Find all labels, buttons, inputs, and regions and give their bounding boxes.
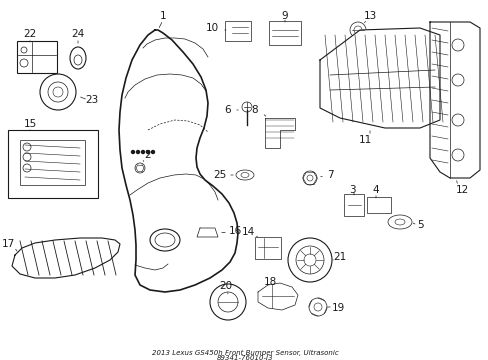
- Text: 17: 17: [1, 239, 15, 249]
- Polygon shape: [264, 118, 294, 148]
- Text: 13: 13: [363, 11, 376, 21]
- Text: 21: 21: [333, 252, 346, 262]
- Text: 1: 1: [160, 11, 166, 21]
- Text: 5: 5: [416, 220, 423, 230]
- Text: 15: 15: [23, 119, 37, 129]
- Polygon shape: [429, 22, 479, 178]
- Text: 23: 23: [85, 95, 99, 105]
- Circle shape: [146, 150, 149, 153]
- Text: 22: 22: [23, 29, 37, 39]
- Text: 6: 6: [224, 105, 231, 115]
- Circle shape: [131, 150, 134, 153]
- Text: 2013 Lexus GS450h Front Bumper Sensor, Ultrasonic: 2013 Lexus GS450h Front Bumper Sensor, U…: [151, 350, 338, 356]
- Polygon shape: [12, 238, 120, 278]
- Text: 16: 16: [228, 226, 241, 236]
- Text: 3: 3: [348, 185, 355, 195]
- Text: 4: 4: [372, 185, 379, 195]
- Text: 89341-76010-J3: 89341-76010-J3: [216, 355, 273, 360]
- Text: 24: 24: [71, 29, 84, 39]
- Text: 9: 9: [281, 11, 288, 21]
- Bar: [8, 130, 98, 198]
- Text: 20: 20: [219, 281, 232, 291]
- Polygon shape: [258, 283, 297, 310]
- Text: 18: 18: [263, 277, 276, 287]
- Polygon shape: [319, 28, 439, 128]
- Circle shape: [136, 150, 139, 153]
- Text: 7: 7: [326, 170, 333, 180]
- Text: 19: 19: [331, 303, 344, 313]
- Text: 12: 12: [454, 185, 468, 195]
- Text: 11: 11: [358, 135, 371, 145]
- Text: 25: 25: [213, 170, 226, 180]
- Circle shape: [141, 150, 144, 153]
- Text: 2: 2: [144, 150, 151, 160]
- Polygon shape: [197, 228, 218, 237]
- Text: 10: 10: [205, 23, 218, 33]
- Text: 8: 8: [251, 105, 258, 115]
- Bar: [20, 140, 85, 185]
- Text: 14: 14: [241, 227, 254, 237]
- Circle shape: [151, 150, 154, 153]
